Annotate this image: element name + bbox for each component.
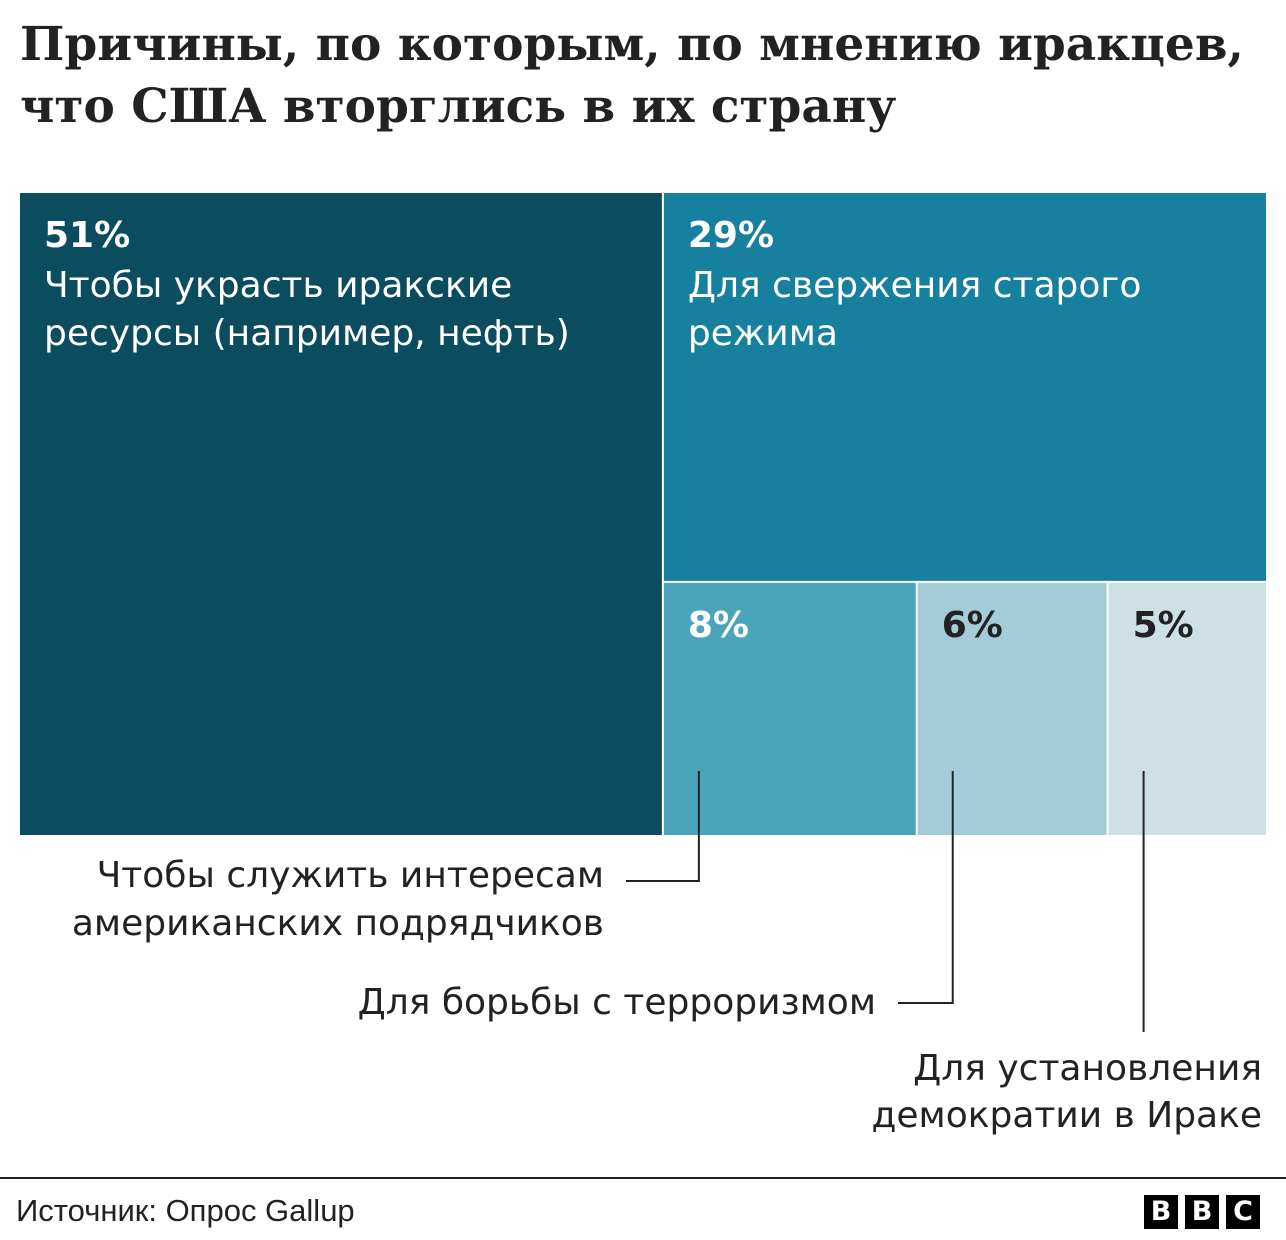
cell-value-label-3: 8% (688, 605, 749, 646)
treemap-cell-3 (663, 582, 916, 835)
bbc-logo-letter-3: C (1226, 1195, 1260, 1229)
cell-category-label-2-line-2: режима (688, 313, 838, 354)
cell-value-label-2: 29% (688, 215, 774, 256)
callout-label-5-line-1: Для установления (913, 1048, 1262, 1089)
callout-label-5-line-2: демократии в Ираке (872, 1095, 1262, 1136)
cell-value-label-5: 5% (1133, 605, 1194, 646)
bbc-logo-letter-1: B (1144, 1195, 1178, 1229)
callout-label-4-line-1: Для борьбы с терроризмом (358, 982, 876, 1023)
leader-line-3 (626, 771, 700, 882)
callout-label-3-line-1: Чтобы служить интересам (97, 855, 604, 896)
cell-category-label-1-line-2: ресурсы (например, нефть) (44, 313, 570, 354)
cell-value-label-4: 6% (942, 605, 1003, 646)
bbc-logo-letter-2: B (1185, 1195, 1219, 1229)
treemap-cell-2 (663, 193, 1266, 581)
treemap-chart: 51% Чтобы украсть иракские ресурсы (наприм… (20, 193, 1266, 1136)
source-note: Источник: Опрос Gallup (16, 1193, 355, 1228)
leader-line-4 (898, 771, 954, 1004)
cell-category-label-2-line-1: Для свержения старого (688, 265, 1142, 306)
bbc-logo: B B C (1144, 1195, 1260, 1229)
chart-title: Причины, по которым, по мнению иракцев, … (20, 14, 1270, 138)
treemap-cell-5 (1108, 582, 1266, 835)
title-line-1: Причины, по которым, по мнению иракцев, (20, 17, 1244, 72)
cell-category-label-1-line-1: Чтобы украсть иракские (44, 265, 512, 306)
callout-label-3-line-2: американских подрядчиков (72, 903, 604, 944)
footer-divider (0, 1177, 1286, 1179)
cell-value-label-1: 51% (44, 215, 130, 256)
title-line-2: что США вторглись в их страну (20, 79, 897, 134)
treemap-cell-1 (20, 193, 662, 835)
treemap-cell-4 (917, 582, 1107, 835)
